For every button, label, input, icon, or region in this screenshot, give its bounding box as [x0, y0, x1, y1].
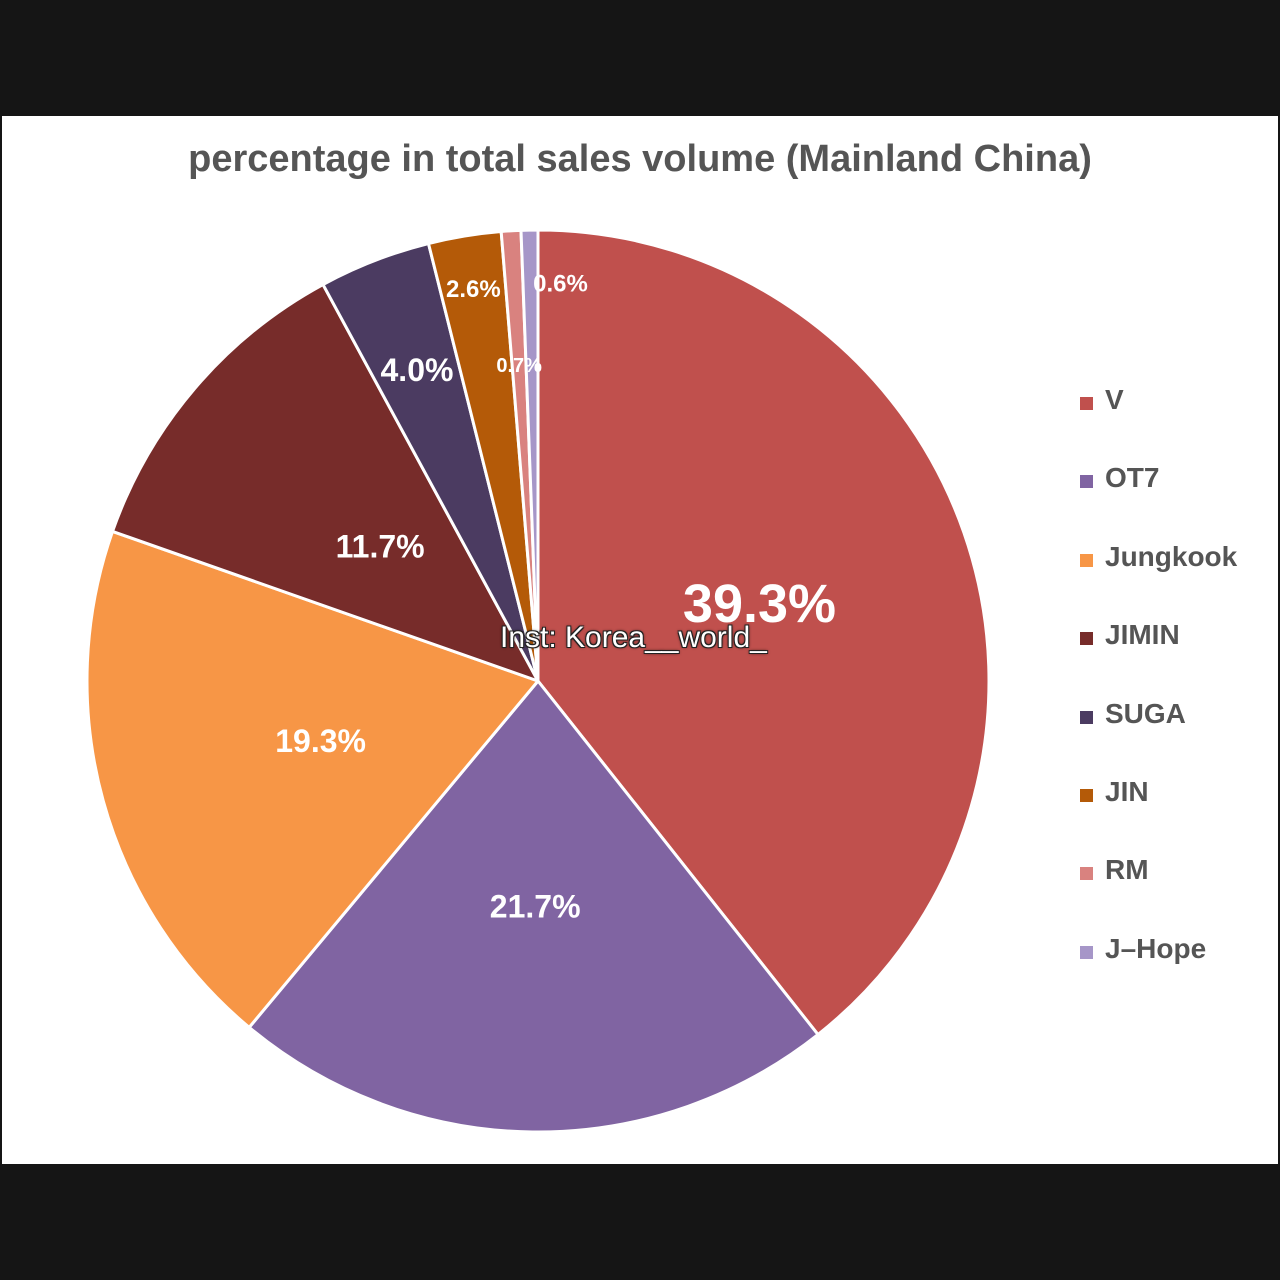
data-label-suga: 4.0%	[381, 352, 454, 388]
legend-swatch-rm	[1080, 867, 1093, 881]
legend-swatch-suga	[1080, 710, 1093, 724]
legend-item-j-hope: J–Hope	[1080, 933, 1237, 1011]
legend-item-jungkook: Jungkook	[1080, 541, 1237, 619]
legend-item-jimin: JIMIN	[1080, 619, 1237, 697]
legend-label-j-hope: J–Hope	[1105, 932, 1207, 964]
legend-item-ot7: OT7	[1080, 462, 1237, 540]
legend-swatch-jungkook	[1080, 553, 1093, 567]
pie-slice-jimin	[111, 283, 540, 683]
pie-slice-j-hope	[519, 228, 540, 683]
data-label-v: 39.3%	[683, 574, 836, 634]
chart-legend: V OT7 Jungkook JIMIN SUGA JIN RM J–Hope	[1080, 384, 1237, 1011]
legend-label-v: V	[1105, 384, 1124, 415]
legend-label-jin: JIN	[1105, 775, 1149, 807]
pie-chart: 39.3% 21.7% 19.3% 11.7% 4.0% 2.6% 0.7% 0.6%	[85, 228, 991, 1134]
legend-item-suga: SUGA	[1080, 698, 1237, 776]
data-label-rm: 0.7%	[496, 355, 542, 377]
legend-label-ot7: OT7	[1105, 462, 1160, 494]
data-label-ot7: 21.7%	[490, 888, 581, 924]
legend-swatch-v	[1080, 397, 1093, 410]
legend-item-jin: JIN	[1080, 776, 1237, 854]
legend-label-suga: SUGA	[1105, 697, 1186, 729]
data-label-jin: 2.6%	[446, 276, 501, 303]
pie-slice-v	[536, 228, 991, 1037]
legend-swatch-jimin	[1080, 632, 1093, 646]
pie-slice-ot7	[247, 679, 820, 1134]
legend-label-rm: RM	[1105, 854, 1149, 886]
data-label-j-hope: 0.6%	[533, 271, 588, 298]
legend-swatch-j-hope	[1080, 945, 1093, 959]
data-label-jimin: 11.7%	[336, 528, 425, 564]
legend-item-v: V	[1080, 384, 1237, 462]
data-label-jungkook: 19.3%	[275, 723, 366, 759]
chart-panel: percentage in total sales volume (Mainla…	[2, 116, 1278, 1164]
legend-swatch-jin	[1080, 788, 1093, 802]
legend-label-jungkook: Jungkook	[1105, 540, 1238, 572]
legend-item-rm: RM	[1080, 854, 1237, 932]
watermark: Inst: Korea__world_	[500, 621, 767, 654]
pie-slice-jungkook	[85, 529, 540, 1029]
chart-title: percentage in total sales volume (Mainla…	[188, 138, 1092, 180]
legend-swatch-ot7	[1080, 475, 1093, 489]
legend-label-jimin: JIMIN	[1105, 619, 1180, 651]
